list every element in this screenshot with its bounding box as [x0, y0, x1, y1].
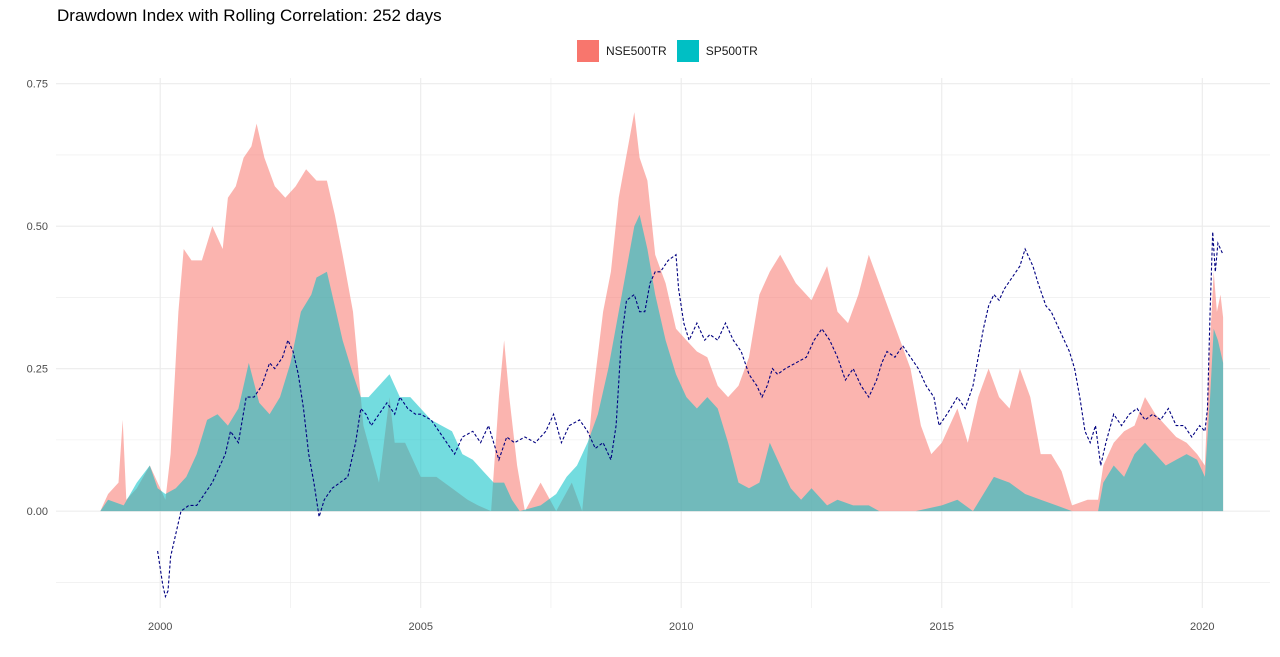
legend-label-nse500tr: NSE500TR [606, 44, 667, 58]
legend-label-sp500tr: SP500TR [705, 44, 758, 58]
area-sp500tr [100, 214, 1224, 512]
x-tick-label: 2020 [1190, 621, 1214, 633]
legend-item-nse500tr: NSE500TR [577, 40, 667, 62]
x-tick-label: 2010 [669, 621, 693, 633]
legend: NSE500TR SP500TR [577, 39, 758, 63]
area-nse500tr [100, 112, 1224, 512]
y-tick-label: 0.25 [27, 364, 48, 376]
x-tick-label: 2015 [930, 621, 954, 633]
x-tick-label: 2005 [408, 621, 432, 633]
y-tick-label: 0.00 [27, 506, 48, 518]
y-tick-label: 0.50 [27, 221, 48, 233]
legend-item-sp500tr: SP500TR [676, 40, 758, 62]
legend-swatch-nse500tr [577, 40, 599, 62]
chart-title: Drawdown Index with Rolling Correlation:… [57, 6, 442, 25]
legend-swatch-sp500tr [676, 40, 699, 62]
y-tick-label: 0.75 [27, 79, 48, 91]
x-tick-label: 2000 [148, 621, 172, 633]
